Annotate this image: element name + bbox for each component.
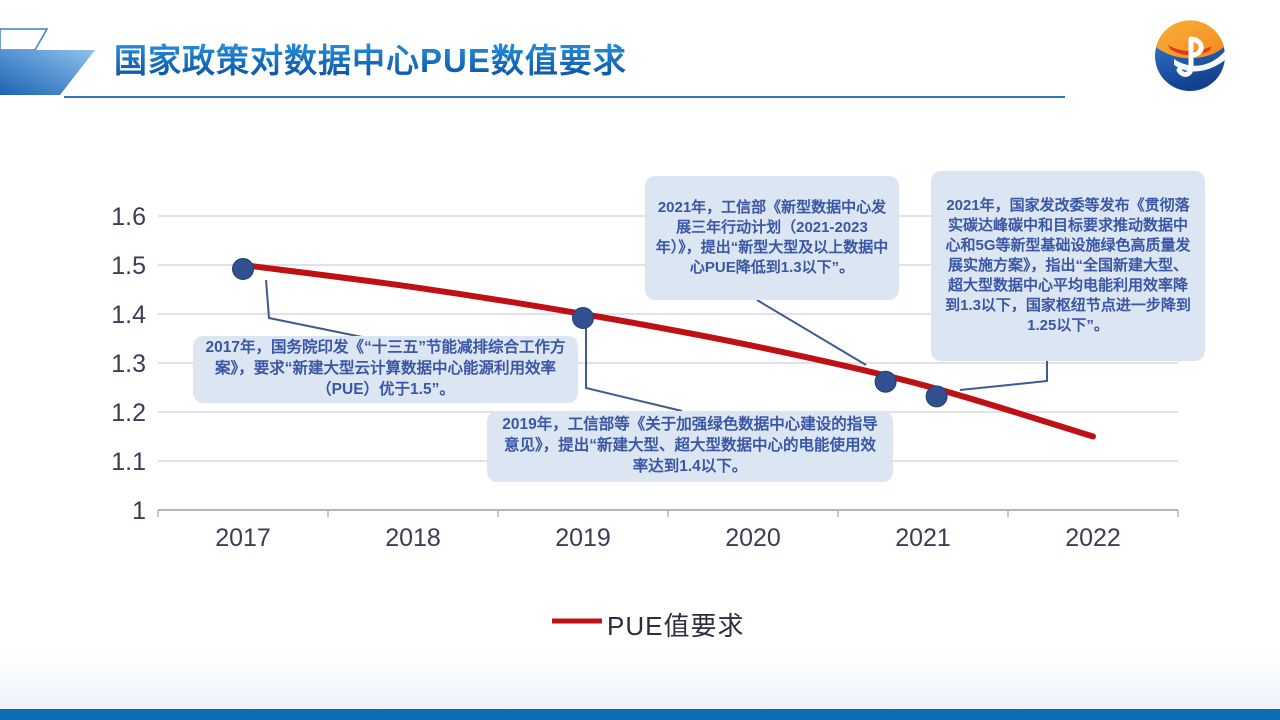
x-tick-label: 2018 [385, 524, 441, 552]
callout-policy-2021-ndrc: 2021年，国家发改委等发布《贯彻落实碳达峰碳中和目标要求推动数据中心和5G等新… [931, 171, 1205, 361]
pue-data-markers [232, 258, 948, 408]
callout-text: 2017年，国务院印发《“十三五”节能减排综合工作方案》，要求“新建大型云计算数… [205, 339, 566, 398]
footer-fade [0, 652, 1280, 710]
callout-policy-2019: 2019年，工信部等《关于加强绿色数据中心建设的指导意见》，提出“新建大型、超大… [487, 411, 893, 482]
company-logo-icon [1155, 20, 1225, 91]
y-tick-label: 1.6 [111, 203, 146, 231]
callout-connector-lines [265, 279, 1048, 412]
y-tick-label: 1.1 [111, 448, 146, 476]
x-tick-label: 2020 [725, 524, 781, 552]
x-tick-label: 2021 [895, 524, 951, 552]
legend-label: PUE值要求 [607, 611, 745, 641]
y-tick-label: 1.4 [111, 301, 146, 329]
header-rule [64, 96, 1065, 98]
x-tick-label: 2019 [555, 524, 611, 552]
callout-policy-2021-miit: 2021年，工信部《新型数据中心发展三年行动计划（2021-2023年）》，提出… [645, 176, 899, 300]
x-tick-label: 2017 [215, 524, 271, 552]
footer-bar [0, 709, 1280, 720]
callout-policy-2017: 2017年，国务院印发《“十三五”节能减排综合工作方案》，要求“新建大型云计算数… [193, 336, 578, 403]
header-decoration [0, 28, 95, 95]
y-tick-label: 1.3 [111, 350, 146, 378]
callout-text: 2019年，工信部等《关于加强绿色数据中心建设的指导意见》，提出“新建大型、超大… [502, 416, 878, 475]
callout-text: 2021年，国家发改委等发布《贯彻落实碳达峰碳中和目标要求推动数据中心和5G等新… [945, 196, 1191, 335]
y-tick-label: 1.2 [111, 399, 146, 427]
page-title: 国家政策对数据中心PUE数值要求 [114, 34, 1074, 82]
y-tick-label: 1 [132, 497, 146, 525]
deco-filled-parallelogram [0, 50, 95, 95]
chart-x-axis [157, 509, 1179, 517]
x-tick-label: 2022 [1065, 524, 1121, 552]
callout-text: 2021年，工信部《新型数据中心发展三年行动计划（2021-2023年）》，提出… [655, 198, 889, 277]
y-tick-label: 1.5 [111, 252, 146, 280]
